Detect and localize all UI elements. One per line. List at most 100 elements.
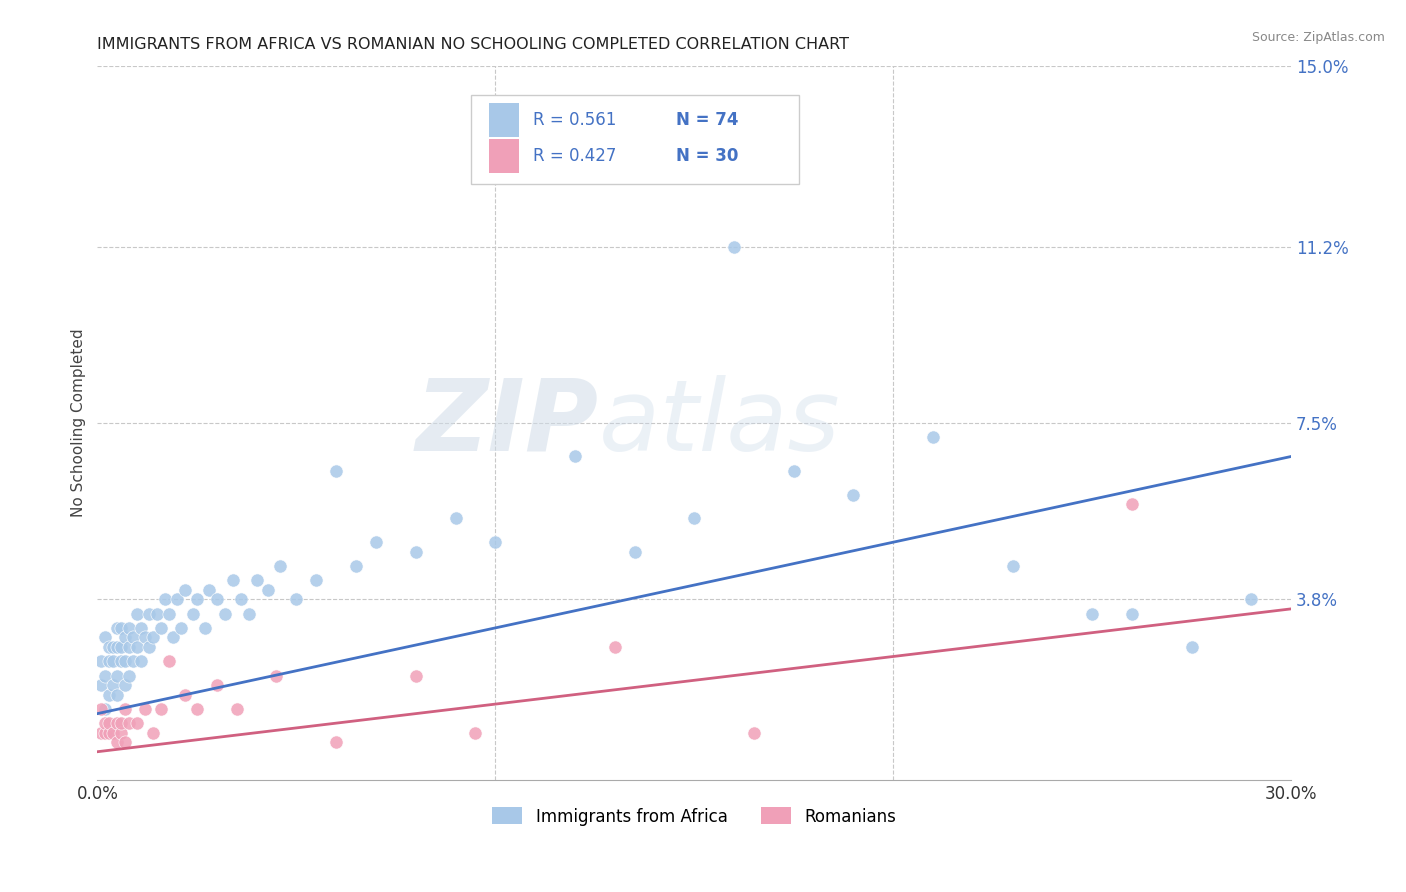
Y-axis label: No Schooling Completed: No Schooling Completed — [72, 329, 86, 517]
Text: R = 0.561: R = 0.561 — [533, 112, 616, 129]
Point — [105, 668, 128, 682]
Point — [484, 535, 506, 549]
Point — [783, 464, 806, 478]
Legend: Immigrants from Africa, Romanians: Immigrants from Africa, Romanians — [492, 807, 896, 825]
Text: ZIP: ZIP — [416, 375, 599, 472]
Point — [118, 640, 141, 654]
Point — [197, 582, 219, 597]
Point — [110, 725, 132, 739]
Point — [245, 574, 267, 588]
Point — [138, 607, 160, 621]
Point — [364, 535, 387, 549]
Point — [129, 654, 152, 668]
Point — [127, 716, 149, 731]
Point — [94, 631, 117, 645]
Point — [110, 640, 132, 654]
Point — [150, 702, 173, 716]
Text: atlas: atlas — [599, 375, 841, 472]
Point — [603, 640, 626, 654]
Point — [114, 735, 136, 749]
Point — [266, 668, 288, 682]
Point — [94, 702, 117, 716]
FancyBboxPatch shape — [489, 103, 519, 137]
Point — [1240, 592, 1263, 607]
Point — [122, 631, 145, 645]
Point — [1121, 497, 1143, 511]
Point — [90, 654, 112, 668]
Point — [110, 621, 132, 635]
Point — [105, 688, 128, 702]
Point — [138, 640, 160, 654]
Point — [221, 574, 243, 588]
Point — [623, 545, 645, 559]
Point — [174, 582, 197, 597]
Point — [742, 725, 765, 739]
Point — [98, 716, 121, 731]
Point — [444, 511, 467, 525]
Point — [98, 688, 121, 702]
Point — [118, 668, 141, 682]
Point — [194, 621, 217, 635]
Point — [105, 621, 128, 635]
Point — [1001, 559, 1024, 574]
Point — [344, 559, 367, 574]
Point — [129, 621, 152, 635]
Point — [225, 702, 247, 716]
Point — [181, 607, 204, 621]
Point — [105, 716, 128, 731]
Point — [118, 716, 141, 731]
Point — [683, 511, 706, 525]
Point — [723, 240, 745, 254]
Point — [114, 631, 136, 645]
Text: N = 74: N = 74 — [676, 112, 740, 129]
Text: IMMIGRANTS FROM AFRICA VS ROMANIAN NO SCHOOLING COMPLETED CORRELATION CHART: IMMIGRANTS FROM AFRICA VS ROMANIAN NO SC… — [97, 37, 849, 53]
Point — [1121, 607, 1143, 621]
Point — [134, 702, 156, 716]
Point — [90, 702, 112, 716]
Point — [105, 640, 128, 654]
Point — [166, 592, 188, 607]
FancyBboxPatch shape — [489, 139, 519, 173]
Point — [238, 607, 260, 621]
Text: N = 30: N = 30 — [676, 147, 738, 165]
Point — [170, 621, 193, 635]
Point — [186, 702, 208, 716]
Point — [157, 607, 180, 621]
Point — [105, 735, 128, 749]
Point — [90, 678, 112, 692]
Point — [114, 702, 136, 716]
Point — [98, 725, 121, 739]
Point — [464, 725, 486, 739]
Point — [110, 716, 132, 731]
Point — [269, 559, 291, 574]
Text: R = 0.427: R = 0.427 — [533, 147, 616, 165]
Point — [146, 607, 169, 621]
Point — [922, 430, 945, 444]
Point — [118, 621, 141, 635]
Text: Source: ZipAtlas.com: Source: ZipAtlas.com — [1251, 31, 1385, 45]
Point — [98, 640, 121, 654]
Point — [257, 582, 280, 597]
Point — [205, 592, 228, 607]
Point — [94, 668, 117, 682]
Point — [142, 725, 165, 739]
Point — [127, 640, 149, 654]
Point — [114, 654, 136, 668]
Point — [186, 592, 208, 607]
Point — [153, 592, 176, 607]
Point — [405, 545, 427, 559]
Point — [103, 678, 125, 692]
Point — [134, 631, 156, 645]
Point — [564, 450, 586, 464]
Point — [142, 631, 165, 645]
Point — [90, 725, 112, 739]
Point — [157, 654, 180, 668]
Point — [98, 654, 121, 668]
Point — [162, 631, 184, 645]
Point — [103, 725, 125, 739]
Point — [1181, 640, 1204, 654]
Point — [325, 464, 347, 478]
Point — [405, 668, 427, 682]
Point — [325, 735, 347, 749]
Point — [842, 487, 865, 501]
